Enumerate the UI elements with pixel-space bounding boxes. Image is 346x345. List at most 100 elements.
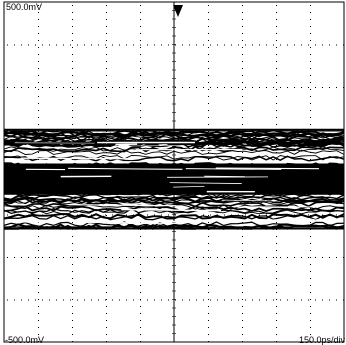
grid-dot [242, 89, 243, 90]
grid-dot [294, 44, 295, 46]
grid-dot [38, 264, 39, 265]
grid-dot [336, 257, 337, 258]
grid-dot [140, 61, 141, 62]
grid-dot [91, 257, 92, 258]
grid-dot [276, 103, 277, 104]
grid-dot [294, 257, 295, 258]
grid-dot [231, 299, 232, 301]
grid-dot [276, 271, 277, 272]
grid-dot [217, 257, 218, 258]
grid-dot [217, 299, 218, 301]
grid-dot [203, 214, 204, 216]
grid-dot [98, 257, 99, 258]
grid-dot [182, 87, 183, 88]
grid-dot [315, 299, 316, 301]
grid-dot [310, 313, 311, 314]
grid-dot [38, 68, 39, 69]
grid-dot [208, 285, 209, 286]
waveform-trace [3, 155, 345, 162]
grid-dot [72, 12, 73, 13]
waveform-gap [215, 167, 320, 170]
grid-dot [63, 299, 64, 301]
grid-dot [106, 54, 107, 55]
grid-dot [106, 334, 107, 335]
grid-dot [210, 44, 211, 46]
grid-dot [106, 5, 107, 6]
timebase-label: 150.0ps/div [299, 335, 346, 345]
grid-dot [280, 299, 281, 301]
grid-dot [203, 44, 204, 46]
grid-dot [38, 89, 39, 90]
grid-dot [21, 87, 22, 88]
grid-dot [106, 82, 107, 83]
grid-dot [287, 257, 288, 258]
grid-dot [189, 44, 190, 46]
grid-dot [161, 257, 162, 258]
grid-dot [242, 278, 243, 279]
waveform-traces [3, 128, 345, 230]
grid-dot [168, 214, 169, 216]
grid-dot [49, 299, 50, 301]
grid-dot [72, 222, 73, 223]
grid-dot [208, 159, 209, 160]
grid-dot [106, 292, 107, 293]
grid-dot [203, 257, 204, 258]
grid-dot [140, 306, 141, 307]
grid-dot [208, 299, 209, 300]
grid-dot [301, 257, 302, 258]
grid-dot [14, 257, 15, 258]
grid-dot [242, 54, 243, 55]
grid-dot [63, 257, 64, 258]
grid-dot [105, 214, 106, 216]
grid-dot [242, 320, 243, 321]
grid-dot [242, 306, 243, 307]
grid-dot [112, 299, 113, 301]
grid-dot [112, 87, 113, 88]
grid-dot [106, 271, 107, 272]
grid-dot [35, 44, 36, 46]
grid-dot [91, 214, 92, 216]
grid-dot [242, 33, 243, 34]
grid-dot [98, 44, 99, 46]
grid-dot [242, 82, 243, 83]
grid-dot [106, 75, 107, 76]
grid-dot [276, 5, 277, 6]
grid-dot [38, 159, 39, 160]
waveform-gap [169, 182, 242, 184]
grid-dot [322, 214, 323, 216]
grid-dot [308, 214, 309, 216]
grid-dot [276, 40, 277, 41]
grid-dot [245, 214, 246, 216]
grid-dot [72, 75, 73, 76]
grid-dot [7, 299, 8, 301]
grid-dot [38, 110, 39, 111]
grid-dot [310, 96, 311, 97]
grid-dot [242, 124, 243, 125]
grid-dot [310, 26, 311, 27]
grid-dot [175, 299, 176, 301]
grid-dot [310, 68, 311, 69]
grid-dot [336, 87, 337, 88]
bottom-scale-label: -500.0mV [5, 335, 44, 345]
grid-dot [242, 327, 243, 328]
grid-dot [154, 214, 155, 216]
grid-dot [231, 44, 232, 46]
grid-dot [72, 243, 73, 244]
grid-dot [196, 87, 197, 88]
grid-dot [154, 87, 155, 88]
grid-dot [133, 44, 134, 46]
grid-dot [276, 159, 277, 160]
grid-dot [49, 257, 50, 258]
grid-dot [276, 82, 277, 83]
grid-dot [119, 87, 120, 88]
grid-dot [112, 44, 113, 46]
grid-dot [310, 334, 311, 335]
grid-dot [140, 229, 141, 230]
grid-dot [119, 257, 120, 258]
grid-dot [208, 257, 209, 258]
grid-dot [238, 44, 239, 46]
grid-dot [49, 44, 50, 46]
grid-dot [21, 44, 22, 46]
grid-dot [245, 87, 246, 88]
grid-dot [106, 12, 107, 13]
